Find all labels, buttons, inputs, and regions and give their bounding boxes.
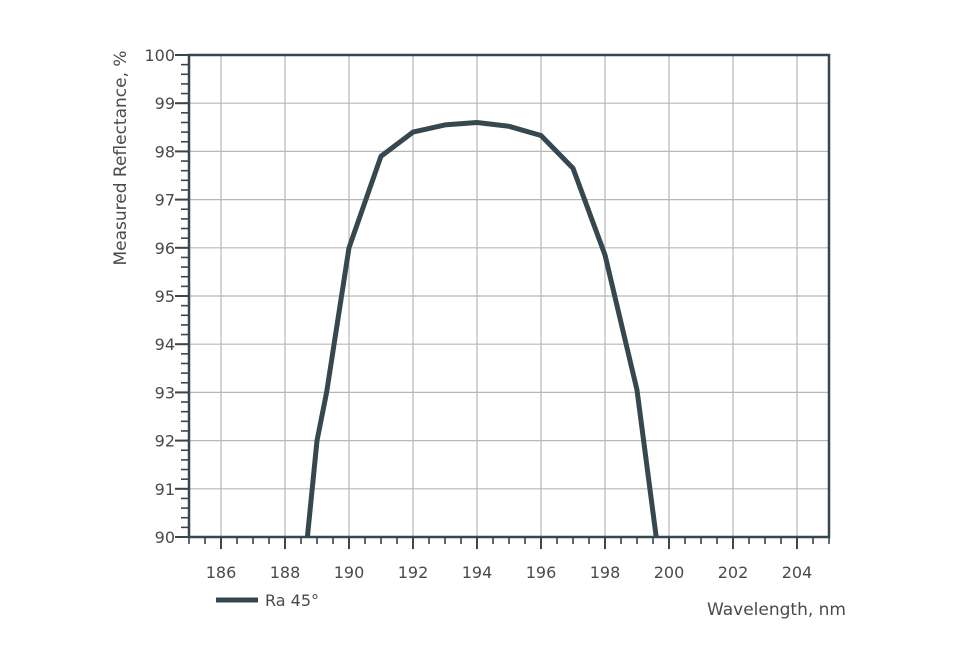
y-tick-label: 99: [155, 94, 175, 113]
y-axis-title: Measured Reflectance, %: [111, 50, 131, 265]
x-tick-labels: 186 188 190 192 194 196 198 200 202 204: [206, 563, 813, 582]
x-tick-label: 196: [526, 563, 557, 582]
y-tick-label: 100: [144, 46, 175, 65]
major-ticks: [175, 54, 798, 549]
x-tick-label: 204: [782, 563, 813, 582]
y-tick-label: 90: [155, 528, 175, 547]
plot-frame: [187, 53, 831, 539]
x-tick-label: 192: [398, 563, 429, 582]
y-tick-label: 95: [155, 287, 175, 306]
x-axis-title: Wavelength, nm: [707, 600, 846, 620]
x-tick-label: 202: [718, 563, 749, 582]
series-group: [304, 120, 659, 538]
series-line-0: [304, 120, 659, 538]
y-tick-label: 97: [155, 191, 175, 210]
x-tick-label: 198: [590, 563, 621, 582]
legend-label: Ra 45°: [265, 591, 319, 610]
x-tick-label: 200: [654, 563, 685, 582]
x-tick-label: 190: [334, 563, 365, 582]
legend: Ra 45°: [216, 591, 319, 610]
x-tick-label: 194: [462, 563, 493, 582]
y-tick-label: 94: [155, 335, 175, 354]
x-tick-label: 188: [270, 563, 301, 582]
x-tick-label: 186: [206, 563, 237, 582]
y-tick-label: 92: [155, 432, 175, 451]
minor-ticks: [181, 54, 830, 544]
y-tick-label: 96: [155, 239, 175, 258]
y-tick-labels: 90 91 92 93 94 95 96 97 98 99 100: [144, 46, 175, 547]
y-tick-label: 91: [155, 480, 175, 499]
y-tick-label: 98: [155, 142, 175, 161]
y-tick-label: 93: [155, 383, 175, 402]
